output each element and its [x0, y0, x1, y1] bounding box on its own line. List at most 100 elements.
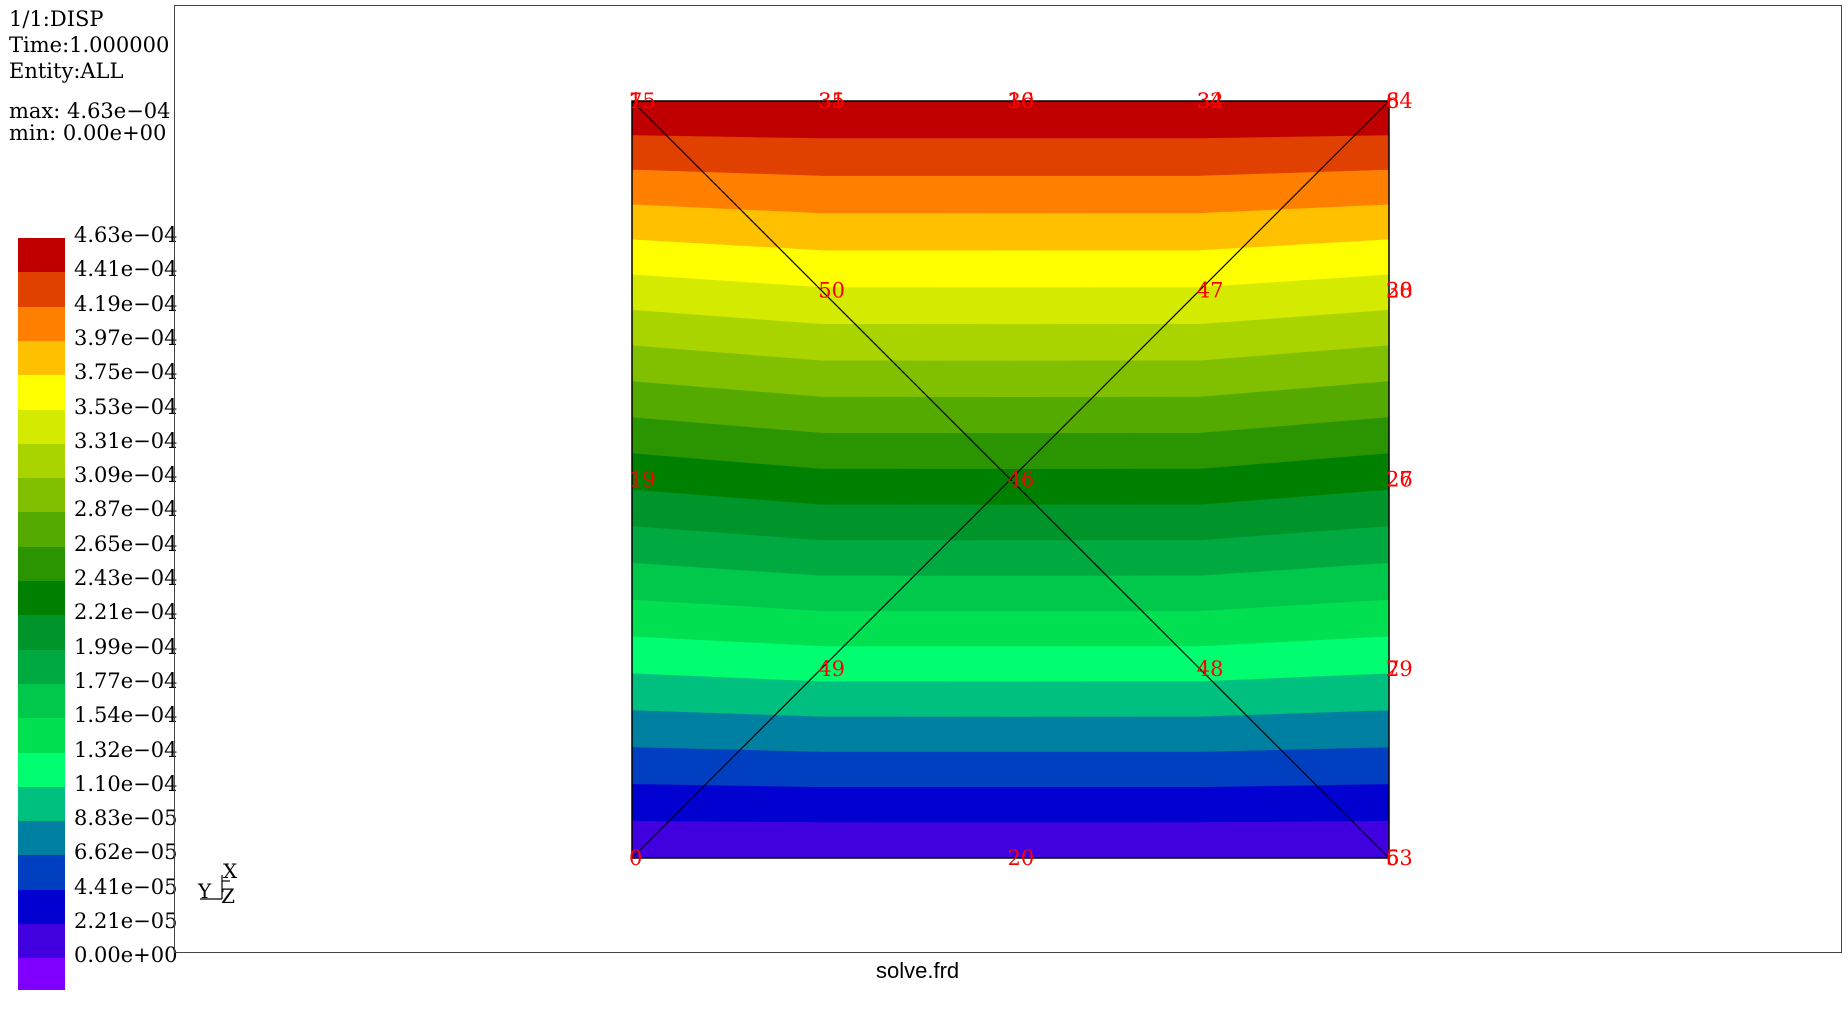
graphics-viewport[interactable]	[174, 5, 1842, 953]
node-label: 26	[1386, 468, 1413, 492]
legend-label: 1.99e−04	[74, 634, 178, 659]
contour-band	[631, 747, 1390, 788]
node-label: 48	[1197, 657, 1224, 681]
node-label: 34	[1197, 89, 1224, 113]
legend-entry: 2.87e−04	[18, 497, 218, 548]
legend-label: 4.63e−04	[74, 223, 178, 247]
node-label: 7	[1386, 657, 1399, 681]
legend-entry: 1.10e−04	[18, 772, 218, 822]
legend-label: 2.87e−04	[74, 497, 178, 522]
node-label: 1	[629, 89, 642, 113]
node-label: 50	[818, 278, 845, 302]
contour-band	[631, 169, 1390, 214]
legend-label: 1.54e−04	[74, 703, 178, 728]
node-label: 5	[1386, 846, 1399, 870]
legend-label: 2.21e−05	[74, 909, 178, 933]
contour-band	[631, 135, 1390, 177]
min-value-label: min: 0.00e+00	[9, 121, 167, 145]
legend-label: 6.62e−05	[74, 840, 178, 865]
legend-swatch	[18, 306, 65, 342]
node-label: 32	[1197, 89, 1224, 113]
legend-entry: 3.53e−04	[18, 395, 218, 445]
legend-entry: 3.75e−04	[18, 360, 218, 411]
axis-y-label: Y	[197, 879, 212, 903]
legend-entry: 2.21e−05	[18, 909, 218, 959]
legend-entry: 2.21e−04	[18, 600, 218, 651]
legend-entry: 1.77e−04	[18, 669, 218, 719]
legend-swatch	[18, 855, 65, 891]
filename-label: solve.frd	[876, 958, 960, 983]
node-label: 46	[1008, 468, 1035, 492]
legend-label: 3.97e−04	[74, 325, 178, 350]
legend-entry: 3.09e−04	[18, 463, 218, 514]
legend-swatch	[18, 889, 65, 925]
legend-swatch	[18, 683, 65, 719]
legend-swatch	[18, 546, 65, 582]
legend-label: 8.83e−05	[74, 806, 178, 831]
mesh-boundary	[631, 100, 1390, 859]
legend-label: 2.65e−04	[74, 531, 178, 556]
legend-entry: 1.99e−04	[18, 635, 218, 685]
legend-entry: 3.31e−04	[18, 429, 218, 479]
dataset-label: 1/1:DISP	[9, 7, 104, 31]
legend-swatch	[18, 581, 65, 616]
max-value-label: max: 4.63e−04	[9, 99, 171, 123]
legend-entry: 2.43e−04	[18, 566, 218, 616]
legend-entry: 1.54e−04	[18, 703, 218, 754]
mesh-edge	[631, 100, 1390, 859]
time-label: Time:1.000000	[9, 33, 170, 57]
node-label: 8	[1386, 89, 1399, 113]
axis-triad: X Y Z	[197, 861, 238, 908]
node-label: 19	[629, 468, 656, 492]
node-label: 35	[818, 89, 845, 113]
legend-swatch	[18, 478, 65, 514]
legend-swatch	[18, 752, 65, 788]
legend-label: 3.75e−04	[74, 360, 178, 385]
legend-entry: 4.41e−04	[18, 257, 218, 308]
legend-swatch	[18, 649, 65, 685]
legend-swatch	[18, 375, 65, 411]
axis-x-label: X	[223, 861, 238, 883]
result-info-panel: 1/1:DISP Time:1.000000 Entity:ALL max: 4…	[9, 6, 171, 144]
node-label: 29	[1386, 657, 1413, 681]
node-label: 49	[818, 657, 845, 681]
node-label: 36	[1008, 89, 1035, 113]
node-label: 28	[1386, 278, 1413, 302]
node-label: 63	[1386, 846, 1413, 870]
legend-entry: 6.62e−05	[18, 840, 218, 891]
node-label: 64	[1386, 89, 1413, 113]
legend-entry: 0.00e+00	[18, 943, 218, 992]
entity-label: Entity:ALL	[9, 59, 124, 83]
legend-entry: 8.83e−05	[18, 806, 218, 857]
legend-swatch	[18, 512, 65, 548]
legend-label: 1.32e−04	[74, 737, 178, 762]
legend-swatch	[18, 238, 65, 273]
legend-label: 2.43e−04	[74, 566, 178, 590]
legend-swatch	[18, 615, 65, 651]
legend-entry: 4.63e−04	[18, 223, 218, 273]
legend-label: 3.09e−04	[74, 463, 178, 488]
legend-swatch	[18, 924, 65, 959]
legend-swatch	[18, 786, 65, 822]
legend-label: 4.19e−04	[74, 291, 178, 316]
node-label: 47	[1197, 278, 1224, 302]
legend-label: 4.41e−04	[74, 257, 178, 282]
legend-swatch	[18, 409, 65, 445]
legend-label: 1.77e−04	[74, 668, 178, 693]
legend-label: 3.31e−04	[74, 428, 178, 453]
node-label: 27	[1386, 468, 1413, 492]
node-label: 0	[629, 846, 642, 870]
legend-entry: 2.65e−04	[18, 532, 218, 582]
legend-swatch	[18, 958, 65, 991]
axis-z-label: Z	[221, 884, 235, 908]
legend-entry: 1.32e−04	[18, 738, 218, 788]
legend-label: 3.53e−04	[74, 394, 178, 419]
legend-label: 0.00e+00	[74, 943, 178, 968]
node-label: 75	[629, 89, 656, 113]
legend-entry: 3.97e−04	[18, 326, 218, 376]
node-label: 10	[1008, 89, 1035, 113]
legend-entry: 4.19e−04	[18, 292, 218, 342]
legend-swatch	[18, 821, 65, 857]
legend-swatch	[18, 443, 65, 479]
